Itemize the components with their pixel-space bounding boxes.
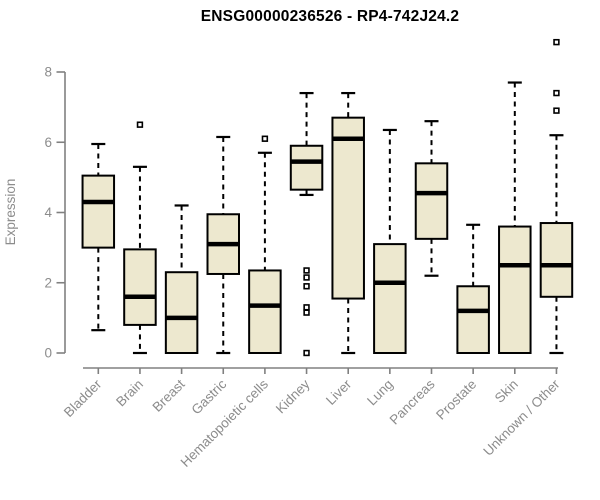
box: [539, 222, 574, 298]
outlier-point: [553, 38, 560, 46]
box: [248, 269, 282, 354]
boxplot-bladder: [81, 142, 116, 332]
outlier-point: [303, 349, 310, 357]
x-tick-label-prostate: Prostate: [433, 377, 479, 423]
boxplot-liver: [331, 91, 365, 355]
boxplot-hematopoietic-cells: [248, 135, 282, 354]
y-tick-label-2: 2: [44, 275, 52, 290]
box: [123, 248, 157, 326]
outlier-point: [303, 309, 310, 316]
outlier-point: [303, 283, 310, 290]
x-tick-label-pancreas: Pancreas: [387, 376, 438, 427]
outlier-point: [303, 304, 310, 311]
x-tick-label-lung: Lung: [364, 377, 396, 409]
box: [498, 225, 532, 354]
box: [81, 174, 116, 249]
outlier-point: [261, 135, 269, 142]
box: [456, 285, 490, 355]
x-tick-label-unknown-other: Unknown / Other: [480, 376, 563, 459]
chart-title: ENSG00000236526 - RP4-742J24.2: [200, 8, 460, 25]
y-axis-title: Expression: [3, 179, 18, 246]
boxplot-gastric: [206, 135, 240, 355]
boxplot-skin: [498, 81, 532, 354]
box: [373, 243, 407, 354]
boxplot-prostate: [456, 223, 490, 355]
boxplot-breast: [164, 204, 199, 354]
boxplot-brain: [123, 121, 157, 355]
y-tick-label-4: 4: [44, 205, 52, 220]
outlier-point: [303, 274, 310, 281]
x-tick-label-bladder: Bladder: [61, 376, 105, 420]
outlier-point: [136, 121, 144, 128]
box: [331, 116, 365, 300]
box: [414, 162, 449, 240]
y-tick-label-6: 6: [44, 135, 52, 150]
x-tick-label-liver: Liver: [323, 376, 355, 408]
x-tick-label-skin: Skin: [492, 377, 521, 406]
outlier-point: [553, 89, 560, 97]
boxplot-lung: [373, 128, 407, 354]
x-tick-label-brain: Brain: [113, 377, 146, 410]
outlier-point: [303, 267, 310, 274]
y-tick-label-8: 8: [44, 65, 52, 80]
box: [289, 144, 324, 191]
y-tick-label-0: 0: [44, 346, 52, 361]
outlier-point: [553, 107, 560, 114]
boxplot-unknown-other: [539, 38, 574, 355]
x-tick-label-gastric: Gastric: [189, 376, 230, 417]
box: [164, 271, 199, 354]
boxplot-pancreas: [414, 120, 449, 277]
x-tick-label-breast: Breast: [150, 376, 188, 414]
x-tick-label-kidney: Kidney: [273, 376, 313, 416]
boxplot-kidney: [289, 91, 324, 357]
